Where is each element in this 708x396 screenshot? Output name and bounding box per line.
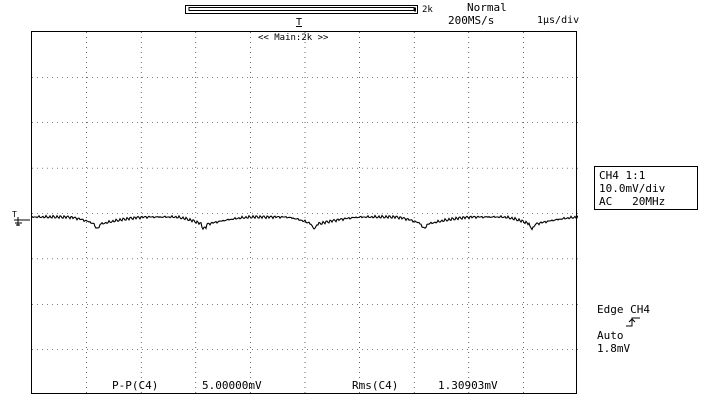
trigger-type: Edge CH4 bbox=[597, 303, 650, 316]
measurement-label-2: Rms(C4) bbox=[352, 379, 399, 392]
channel-info-box[interactable]: CH4 1:1 10.0mV/div AC 20MHz bbox=[594, 166, 698, 210]
rising-edge-icon bbox=[625, 317, 640, 327]
record-length-label: 2k bbox=[422, 5, 433, 15]
measurement-value-2: 1.30903mV bbox=[438, 379, 498, 392]
measurement-value-1: 5.00000mV bbox=[202, 379, 262, 392]
zoom-label: << Main:2k >> bbox=[258, 33, 329, 43]
waveform-trace bbox=[32, 214, 578, 231]
trigger-mode: Normal bbox=[467, 1, 507, 14]
trigger-level-marker: T bbox=[12, 210, 17, 219]
record-length-bar[interactable] bbox=[185, 4, 425, 16]
channel-coupling: AC 20MHz bbox=[599, 195, 666, 208]
channel-volts-div: 10.0mV/div bbox=[599, 182, 666, 195]
channel-scale: CH4 1:1 bbox=[599, 169, 646, 182]
ground-icon bbox=[14, 217, 30, 226]
timebase: 1µs/div bbox=[537, 15, 580, 26]
sample-rate: 200MS/s bbox=[448, 14, 495, 27]
trigger-info[interactable]: Edge CH4 Auto 1.8mV bbox=[597, 303, 650, 355]
trigger-mode-auto: Auto bbox=[597, 329, 624, 342]
trigger-level: 1.8mV bbox=[597, 342, 631, 355]
graticule bbox=[32, 32, 578, 395]
trigger-position-marker: T bbox=[296, 17, 303, 28]
waveform-display: << Main:2k >> P-P(C4) 5.00000mV Rms(C4) … bbox=[31, 31, 578, 395]
measurement-label-1: P-P(C4) bbox=[112, 379, 159, 392]
